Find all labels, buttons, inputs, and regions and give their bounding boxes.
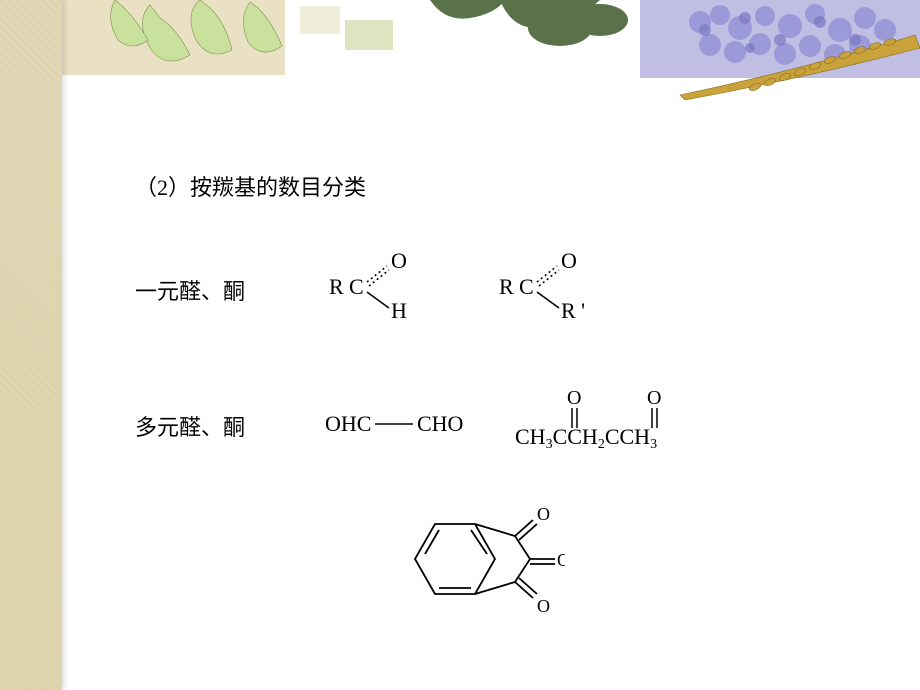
svg-text:O: O	[647, 388, 661, 409]
row1-label: 一元醛、酮	[135, 274, 325, 306]
left-texture-strip	[0, 0, 62, 690]
svg-text:CH3CCH2CCH3: CH3CCH2CCH3	[515, 424, 657, 452]
svg-text:C: C	[519, 274, 534, 299]
row-mono: 一元醛、酮 R C O H R C	[135, 252, 865, 328]
structure-aldehyde: R C O H	[325, 252, 425, 328]
svg-text:O: O	[567, 388, 581, 409]
svg-text:R: R	[499, 274, 514, 299]
svg-text:O: O	[537, 504, 550, 524]
svg-text:R: R	[329, 274, 344, 299]
structure-glyoxal: OHC CHO	[325, 403, 475, 449]
structure-pentanedione: O O CH3CCH2CCH3	[515, 388, 725, 464]
decorative-banner	[0, 0, 920, 90]
row-poly: 多元醛、酮 OHC CHO O O	[135, 388, 865, 464]
svg-text:O: O	[557, 550, 565, 570]
svg-text:O: O	[537, 596, 550, 616]
svg-text:O: O	[391, 252, 407, 273]
svg-text:OHC: OHC	[325, 411, 371, 436]
svg-text:CHO: CHO	[417, 411, 463, 436]
structure-indanetrione: O O O	[395, 494, 865, 630]
svg-text:R ': R '	[561, 298, 585, 322]
slide-content: （2）按羰基的数目分类 一元醛、酮 R C O H R	[135, 170, 865, 630]
svg-text:H: H	[391, 298, 407, 322]
svg-text:C: C	[349, 274, 364, 299]
svg-text:O: O	[561, 252, 577, 273]
row2-label: 多元醛、酮	[135, 410, 325, 442]
section-heading: （2）按羰基的数目分类	[135, 170, 865, 202]
structure-ketone: R C O R '	[495, 252, 605, 328]
